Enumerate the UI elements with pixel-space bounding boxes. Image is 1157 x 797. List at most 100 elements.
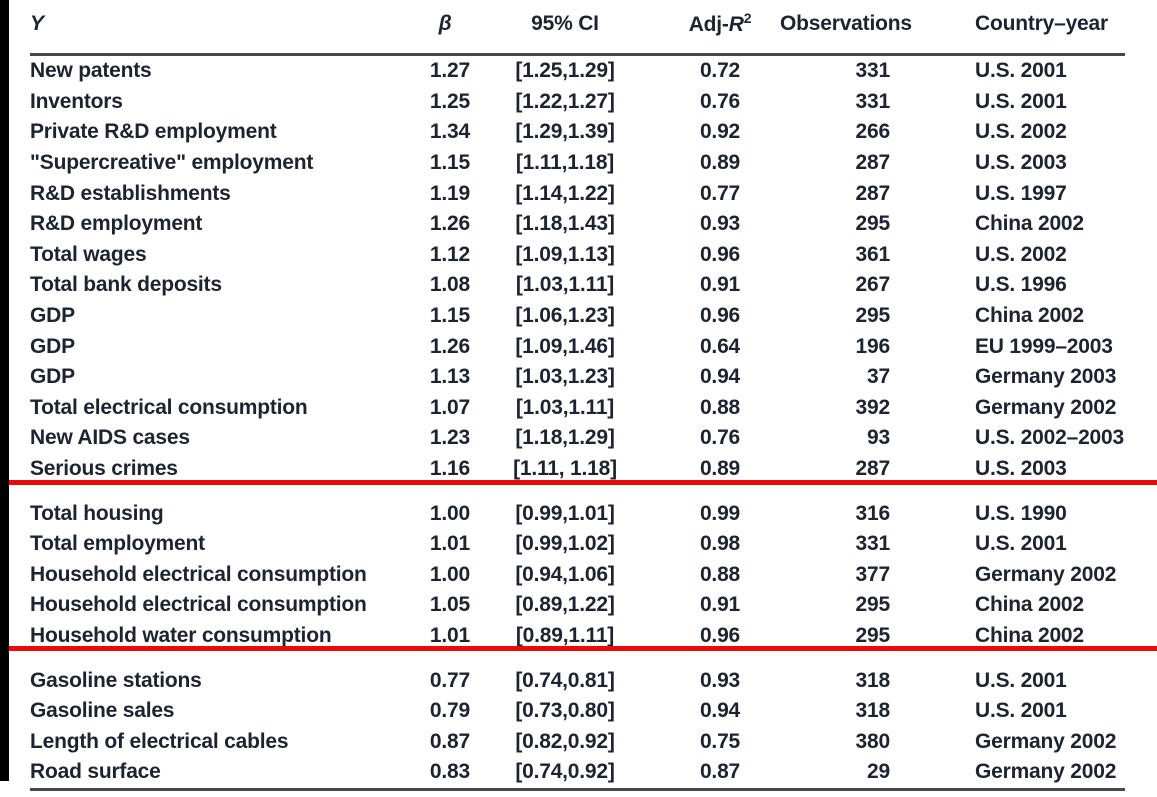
scan-edge-black-strip: [0, 0, 9, 781]
adj-r2-r: R: [728, 13, 744, 36]
beta-value: 1.23: [429, 426, 470, 450]
adj-r2-value: 0.72: [699, 59, 741, 83]
adj-r2-value: 0.91: [699, 593, 741, 617]
ci-value: [0.74,0.92]: [515, 760, 615, 784]
observations-value: 287: [855, 181, 891, 205]
ci-value: [0.73,0.80]: [515, 699, 615, 723]
country-year-value: U.S. 1996: [975, 273, 1067, 297]
adj-r2-value: 0.92: [699, 120, 741, 144]
country-year-value: U.S. 2001: [975, 668, 1067, 692]
row-label: Inventors: [30, 89, 123, 113]
country-year-value: U.S. 2001: [975, 89, 1067, 113]
observations-value: 196: [855, 334, 891, 358]
country-year-value: U.S. 2003: [975, 457, 1067, 481]
beta-value: 1.34: [429, 120, 470, 144]
observations-value: 267: [855, 273, 891, 297]
observations-value: 318: [855, 699, 891, 723]
observations-value: 392: [855, 395, 891, 419]
table-row: Length of electrical cables 0.87 [0.82,0.9…: [30, 726, 1125, 757]
ci-value: [0.82,0.92]: [515, 729, 615, 753]
ci-value: [1.29,1.39]: [515, 120, 615, 144]
country-year-value: U.S. 1997: [975, 181, 1067, 205]
table-row: Total wages 1.12 [1.09,1.13] 0.96 361 U.S. 20…: [30, 240, 1125, 271]
beta-value: 1.01: [429, 623, 470, 647]
row-label: Total wages: [30, 242, 147, 266]
country-year-value: China 2002: [975, 304, 1084, 328]
observations-value: 93: [867, 426, 890, 450]
row-label: GDP: [30, 334, 75, 358]
observations-value: 266: [855, 120, 891, 144]
ci-value: [1.14,1.22]: [515, 181, 615, 205]
row-label: Total employment: [30, 532, 205, 556]
adj-r2-value: 0.91: [699, 273, 741, 297]
ci-value: [1.03,1.23]: [515, 365, 615, 389]
country-year-value: Germany 2002: [975, 562, 1117, 586]
country-year-value: U.S. 2001: [975, 532, 1067, 556]
ci-value: [1.09,1.13]: [515, 242, 615, 266]
country-year-value: U.S. 1990: [975, 501, 1067, 525]
observations-value: 37: [867, 365, 890, 389]
observations-value: 287: [855, 457, 891, 481]
adj-r2-value: 0.96: [699, 242, 741, 266]
ci-value: [0.74,0.81]: [515, 668, 615, 692]
row-label: Road surface: [30, 760, 161, 784]
observations-value: 295: [855, 623, 891, 647]
ci-value: [1.06,1.23]: [515, 304, 615, 328]
row-label: Total bank deposits: [30, 273, 222, 297]
beta-value: 0.83: [429, 760, 470, 784]
table-row: New AIDS cases 1.23 [1.18,1.29] 0.76 93 U.S. …: [30, 423, 1125, 454]
ci-value: [1.18,1.29]: [515, 426, 615, 450]
data-table: Y β 95% CI Adj-R2 Observations Country–y…: [30, 0, 1125, 791]
country-year-value: Germany 2003: [975, 365, 1117, 389]
ci-value: [1.09,1.46]: [515, 334, 615, 358]
observations-value: 377: [855, 562, 891, 586]
adj-r2-value: 0.88: [699, 562, 741, 586]
adj-r2-value: 0.99: [699, 501, 741, 525]
beta-value: 1.00: [429, 501, 470, 525]
row-label: Gasoline sales: [30, 699, 175, 723]
row-label: Household electrical consumption: [30, 593, 367, 617]
ci-value: [1.03,1.11]: [515, 273, 615, 297]
row-label: Total electrical consumption: [30, 395, 308, 419]
observations-value: 331: [855, 532, 891, 556]
observations-value: 361: [855, 242, 891, 266]
row-label: R&D employment: [30, 212, 203, 236]
row-label: Household electrical consumption: [30, 562, 367, 586]
table-row: "Supercreative" employment 1.15 [1.11,1.18…: [30, 148, 1125, 179]
ci-value: [0.89,1.22]: [515, 593, 615, 617]
beta-value: 1.01: [429, 532, 470, 556]
beta-value: 1.15: [429, 151, 470, 175]
country-year-value: U.S. 2001: [975, 59, 1067, 83]
country-year-value: China 2002: [975, 593, 1084, 617]
ci-value: [0.89,1.11]: [515, 623, 615, 647]
ci-value: [1.03,1.11]: [515, 395, 615, 419]
adj-r2-value: 0.76: [699, 426, 741, 450]
observations-value: 295: [855, 593, 891, 617]
beta-value: 1.26: [429, 334, 470, 358]
adj-r2-value: 0.93: [699, 212, 741, 236]
table-row: Total housing 1.00 [0.99,1.01] 0.99 316 U.S. …: [30, 484, 1125, 529]
beta-value: 1.26: [429, 212, 470, 236]
table-header: Y β 95% CI Adj-R2 Observations Country–y…: [30, 0, 1125, 56]
adj-r2-value: 0.96: [699, 304, 741, 328]
table-row: Private R&D employment 1.34 [1.29,1.39] 0.9…: [30, 117, 1125, 148]
row-label: New patents: [30, 59, 152, 83]
adj-r2-value: 0.64: [699, 334, 741, 358]
row-label: R&D establishments: [30, 181, 231, 205]
col-header-y: Y: [30, 0, 420, 56]
beta-value: 1.08: [429, 273, 470, 297]
section-sublinear: Gasoline stations 0.77 [0.74,0.81] 0.93 318 U…: [30, 651, 1125, 790]
section-superlinear: New patents 1.27 [1.25,1.29] 0.72 331 U.S. 20…: [30, 55, 1125, 485]
urban-scaling-regression-table: Y β 95% CI Adj-R2 Observations Country–y…: [30, 0, 1125, 791]
ci-value: [0.99,1.02]: [515, 532, 615, 556]
row-label: Serious crimes: [30, 457, 178, 481]
country-year-value: U.S. 2001: [975, 699, 1067, 723]
country-year-value: Germany 2002: [975, 395, 1117, 419]
observations-value: 287: [855, 151, 891, 175]
ci-value: [1.18,1.43]: [515, 212, 615, 236]
adj-r2-value: 0.76: [699, 89, 741, 113]
adj-r2-value: 0.94: [699, 365, 741, 389]
beta-value: 0.79: [429, 699, 470, 723]
adj-r2-value: 0.89: [699, 457, 741, 481]
